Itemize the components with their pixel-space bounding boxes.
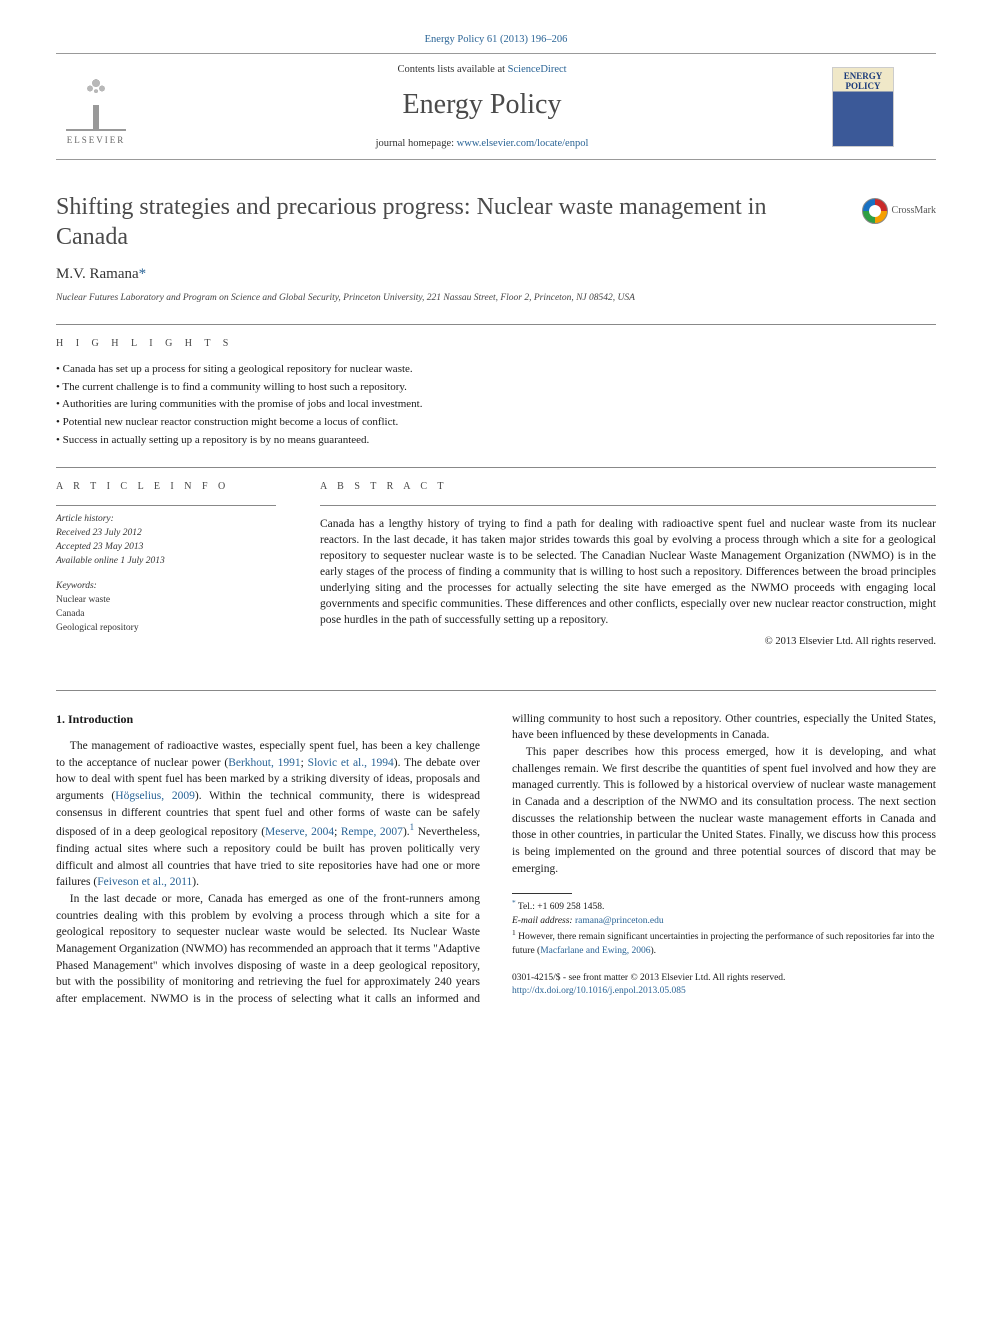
citation-link[interactable]: Meserve, 2004 (265, 826, 334, 838)
footer-meta: 0301-4215/$ - see front matter © 2013 El… (512, 972, 936, 998)
citation-link[interactable]: Energy Policy 61 (2013) 196–206 (425, 34, 568, 45)
citation-link[interactable]: Rempe, 2007 (341, 826, 403, 838)
citation-link[interactable]: Feiveson et al., 2011 (97, 876, 192, 888)
footnotes: * Tel.: +1 609 258 1458. E-mail address:… (512, 898, 936, 958)
corr-marker: * (512, 898, 516, 907)
keyword: Nuclear waste (56, 593, 276, 607)
article-title: Shifting strategies and precarious progr… (56, 192, 816, 252)
article-history: Article history: Received 23 July 2012 A… (56, 512, 276, 569)
email-label: E-mail address: (512, 916, 575, 926)
history-received: Received 23 July 2012 (56, 526, 276, 540)
homepage-line: journal homepage: www.elsevier.com/locat… (132, 136, 832, 151)
citation-link[interactable]: Macfarlane and Ewing, 2006 (540, 946, 650, 956)
doi-link[interactable]: http://dx.doi.org/10.1016/j.enpol.2013.0… (512, 986, 686, 996)
history-accepted: Accepted 23 May 2013 (56, 540, 276, 554)
cover-thumb-title: ENERGY POLICY (833, 72, 893, 92)
highlight-item: The current challenge is to find a commu… (56, 379, 936, 397)
body-paragraph: The management of radioactive wastes, es… (56, 738, 480, 891)
journal-name: Energy Policy (132, 85, 832, 126)
article-body: 1. Introduction The management of radioa… (56, 711, 936, 1008)
highlights-list: Canada has set up a process for siting a… (56, 361, 936, 449)
abstract-label: A B S T R A C T (320, 480, 936, 495)
keyword: Canada (56, 607, 276, 621)
section-heading: 1. Introduction (56, 711, 480, 728)
highlight-item: Authorities are luring communities with … (56, 396, 936, 414)
homepage-link[interactable]: www.elsevier.com/locate/enpol (457, 138, 589, 149)
corr-author-marker[interactable]: * (139, 266, 147, 282)
contents-line: Contents lists available at ScienceDirec… (132, 62, 832, 77)
author-line: M.V. Ramana* (56, 264, 936, 286)
contents-prefix: Contents lists available at (397, 64, 507, 75)
corresponding-author-footnote: * Tel.: +1 609 258 1458. (512, 898, 936, 914)
divider (56, 324, 936, 325)
divider (56, 690, 936, 691)
divider (56, 467, 936, 468)
author-name: M.V. Ramana (56, 266, 139, 282)
elsevier-wordmark: ELSEVIER (67, 134, 126, 147)
email-footnote: E-mail address: ramana@princeton.edu (512, 915, 936, 928)
crossmark-label: CrossMark (892, 204, 936, 219)
corr-tel: Tel.: +1 609 258 1458. (518, 902, 605, 912)
homepage-prefix: journal homepage: (376, 138, 457, 149)
affiliation: Nuclear Futures Laboratory and Program o… (56, 292, 936, 306)
elsevier-tree-icon (66, 75, 126, 131)
abstract-text: Canada has a lengthy history of trying t… (320, 516, 936, 629)
keyword: Geological repository (56, 621, 276, 635)
crossmark-badge[interactable]: CrossMark (862, 198, 936, 224)
footnote-1: 1 However, there remain significant unce… (512, 928, 936, 958)
keywords-header: Keywords: (56, 579, 276, 593)
elsevier-logo[interactable]: ELSEVIER (60, 67, 132, 147)
article-info-label: A R T I C L E I N F O (56, 480, 276, 495)
highlight-item: Success in actually setting up a reposit… (56, 432, 936, 450)
header-center: Contents lists available at ScienceDirec… (132, 62, 832, 151)
crossmark-icon (862, 198, 888, 224)
highlight-item: Potential new nuclear reactor constructi… (56, 414, 936, 432)
footnote-separator (512, 893, 572, 894)
body-paragraph: This paper describes how this process em… (512, 744, 936, 877)
divider (320, 505, 936, 506)
highlight-item: Canada has set up a process for siting a… (56, 361, 936, 379)
email-link[interactable]: ramana@princeton.edu (575, 916, 664, 926)
history-online: Available online 1 July 2013 (56, 554, 276, 568)
divider (56, 505, 276, 506)
citation-link[interactable]: Högselius, 2009 (115, 790, 195, 802)
citation-link[interactable]: Slovic et al., 1994 (308, 757, 394, 769)
journal-cover-thumbnail[interactable]: ENERGY POLICY (832, 67, 894, 147)
highlights-label: H I G H L I G H T S (56, 337, 936, 352)
citation-link[interactable]: Berkhout, 1991 (228, 757, 300, 769)
abstract-copyright: © 2013 Elsevier Ltd. All rights reserved… (320, 634, 936, 649)
journal-header-box: ELSEVIER Contents lists available at Sci… (56, 53, 936, 160)
keywords-block: Keywords: Nuclear waste Canada Geologica… (56, 579, 276, 636)
sciencedirect-link[interactable]: ScienceDirect (508, 64, 567, 75)
history-header: Article history: (56, 512, 276, 526)
running-head-citation: Energy Policy 61 (2013) 196–206 (56, 32, 936, 47)
front-matter-line: 0301-4215/$ - see front matter © 2013 El… (512, 972, 936, 985)
